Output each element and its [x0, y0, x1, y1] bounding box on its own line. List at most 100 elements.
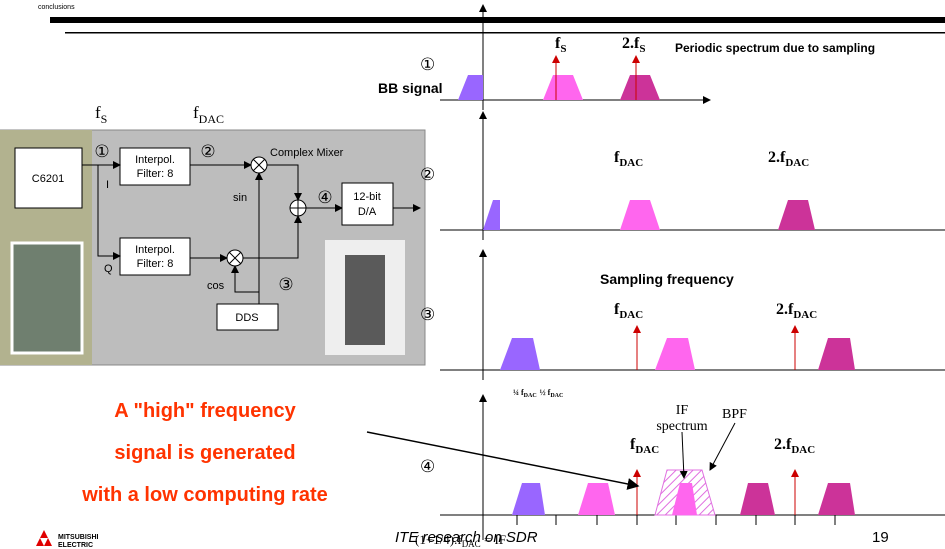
- logo: MITSUBISHI ELECTRIC: [36, 530, 99, 549]
- band: [483, 200, 500, 230]
- adder-plus: [290, 200, 306, 216]
- fraction-labels: ¼ fDAC ½ fDAC: [513, 388, 563, 399]
- filter-label: Filter: 8: [137, 168, 174, 180]
- branch-label: Q: [104, 263, 113, 275]
- spectrum-4: ④ IF spectrum BPF fDAC 2.fDAC: [420, 394, 945, 540]
- formula-sub: DAC: [462, 539, 481, 549]
- step-marker: ③: [420, 305, 435, 324]
- footer-title: ITE research on SDR: [395, 529, 538, 546]
- marker-base: f: [614, 301, 620, 318]
- step-marker: ④: [420, 457, 435, 476]
- callout-line: signal is generated: [114, 442, 295, 464]
- page-number: 19: [872, 529, 889, 546]
- marker-base: 2.f: [622, 35, 640, 52]
- spectrum-1: ① BB signal fS 2.fS Periodic spectrum du…: [378, 4, 875, 110]
- filter-box: [119, 237, 191, 276]
- if-label: spectrum: [656, 419, 707, 434]
- rate-label: fDAC: [193, 103, 224, 126]
- marker-sub: S: [639, 43, 645, 55]
- marker-sub: DAC: [793, 309, 817, 321]
- spectrum-label: BB signal: [378, 80, 443, 96]
- callout-line: A "high" frequency: [114, 400, 296, 422]
- logo-mark: [36, 530, 52, 546]
- pointer: [709, 422, 736, 471]
- band: [655, 338, 695, 370]
- pointer: [679, 431, 688, 479]
- band: [512, 483, 545, 515]
- band: [672, 483, 697, 515]
- logo-text: MITSUBISHI: [58, 534, 99, 541]
- spectrum-2: ② fDAC 2.fDAC: [420, 111, 945, 240]
- marker-sub: DAC: [619, 157, 643, 169]
- filter-label: Filter: 8: [137, 258, 174, 270]
- dds-label: DDS: [235, 312, 258, 324]
- band: [818, 483, 855, 515]
- marker-label: fS: [555, 35, 566, 55]
- band: [578, 483, 615, 515]
- band: [740, 483, 775, 515]
- band: [500, 338, 540, 370]
- mixer-label: Complex Mixer: [270, 147, 344, 159]
- band: [458, 75, 483, 100]
- marker-label: 2.fDAC: [768, 149, 809, 169]
- step-marker: ④: [317, 188, 332, 207]
- marker-label: fDAC: [630, 436, 659, 456]
- board-photo: [10, 241, 84, 355]
- band: [778, 200, 815, 230]
- filter-label: Interpol.: [135, 244, 175, 256]
- rate-label-base: f: [193, 103, 199, 122]
- marker-sub: DAC: [791, 444, 815, 456]
- if-label: IF: [676, 403, 689, 418]
- spectrum-3: ③ Sampling frequency fDAC 2.fDAC: [420, 249, 945, 380]
- formula-part: (1+1/4).f: [415, 532, 462, 547]
- mixer-cross: [228, 251, 242, 265]
- marker-label: 2.fDAC: [776, 301, 817, 321]
- marker-label: 2.fDAC: [774, 436, 815, 456]
- band: [620, 75, 660, 100]
- band: [818, 338, 855, 370]
- dac-box: [341, 182, 394, 226]
- logo-text: ELECTRIC: [58, 542, 93, 549]
- step-marker: ②: [200, 142, 215, 161]
- step-marker: ②: [420, 165, 435, 184]
- marker-label: fDAC: [614, 149, 643, 169]
- marker-sub: DAC: [785, 157, 809, 169]
- dsp-label: C6201: [32, 173, 64, 185]
- filter-label: Interpol.: [135, 154, 175, 166]
- header-rule: [50, 17, 945, 23]
- marker-base: f: [630, 436, 636, 453]
- marker-sub: DAC: [619, 309, 643, 321]
- marker-base: f: [614, 149, 620, 166]
- marker-label: fDAC: [614, 301, 643, 321]
- spectrum-note: Periodic spectrum due to sampling: [675, 41, 875, 55]
- callout: A "high" frequency signal is generated w…: [81, 400, 328, 506]
- sin-label: sin: [233, 192, 247, 204]
- marker-base: 2.f: [768, 149, 786, 166]
- marker-base: f: [555, 35, 561, 52]
- dac-label: 12-bit: [353, 191, 381, 203]
- fraction-base: ½ f: [540, 388, 551, 397]
- formula-part: = IF: [481, 532, 506, 547]
- dds-box: [216, 303, 279, 331]
- rate-label-base: f: [95, 103, 101, 122]
- bpf-label: BPF: [722, 407, 747, 422]
- dac-label: D/A: [358, 206, 377, 218]
- axis-ticks: [516, 515, 836, 525]
- fraction-base: ¼ f: [513, 388, 524, 397]
- marker-label: 2.fS: [622, 35, 645, 55]
- section-label: conclusions: [38, 4, 75, 11]
- marker-base: 2.f: [776, 301, 794, 318]
- block-diagram: C6201 ① Interpol. Filter: 8 Interpol. Fi…: [0, 129, 426, 366]
- rate-label-sub: DAC: [199, 112, 224, 126]
- spectrum-note: Sampling frequency: [600, 271, 734, 287]
- callout-arrow: [366, 431, 640, 490]
- band: [543, 75, 583, 100]
- band: [620, 200, 660, 230]
- step-marker: ③: [278, 275, 293, 294]
- branch-label: I: [106, 179, 109, 191]
- step-marker: ①: [420, 55, 435, 74]
- callout-line: with a low computing rate: [81, 484, 328, 506]
- dac-photo-card: [345, 255, 385, 345]
